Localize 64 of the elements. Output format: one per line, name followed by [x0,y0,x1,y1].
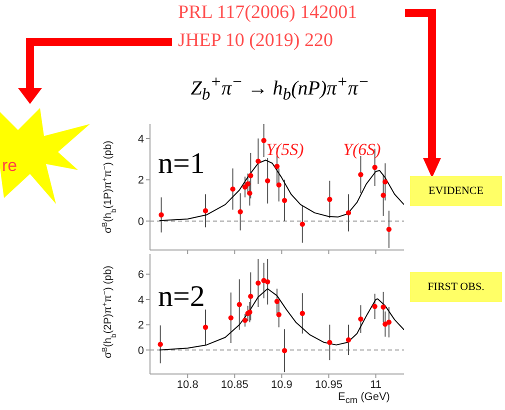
point [264,279,270,284]
annotation: n=2 [158,280,205,314]
point [282,198,288,204]
point [327,196,332,202]
point [380,304,386,310]
point [202,208,208,214]
y-tick-label: 4 [138,133,144,146]
point [386,226,392,232]
point [358,172,364,178]
point [245,181,250,186]
point [276,182,282,188]
point [382,322,388,327]
text: FIRST OBS. [410,272,502,302]
chart-title: Z$_{b}$$^{+}$π$^{−}$ → h$_{b}$(nP)π$^{+}$π$^{−}$ [190,72,370,104]
text: re [2,156,18,176]
point [247,190,252,196]
point [230,186,236,192]
x-tick-label: 10.85 [220,378,248,391]
point [236,302,242,308]
point [358,316,364,322]
point [386,320,392,325]
point [380,192,386,198]
point [274,298,280,304]
annotation: Υ(6S) [343,140,381,160]
annotation: n=1 [158,147,205,181]
x-tick-label: 10.8 [176,378,198,391]
point [261,138,266,144]
point [228,315,234,320]
point [382,179,388,184]
text: EVIDENCE [410,176,502,206]
x-tick-label: 10.95 [314,378,343,391]
point [256,158,261,164]
point [264,178,270,184]
y-tick-label: 2 [138,174,144,187]
point [276,312,282,318]
point [274,164,280,169]
point [372,164,378,170]
point [158,342,163,347]
point [300,310,305,316]
point [282,348,288,354]
text: JHEP 10 (2019) 220 [178,30,333,52]
y-tick-label: 2 [138,320,144,332]
point [346,337,352,342]
y-tick-label: 0 [138,344,144,357]
point [248,173,254,178]
x-axis-title: E$_{cm}$ (GeV) [338,391,390,406]
annotation: Υ(5S) [266,140,304,160]
x-tick-label: 11 [370,378,382,391]
point [248,294,254,299]
point [158,212,164,218]
point [300,222,305,227]
text: PRL 117(2006) 142001 [178,2,358,24]
y-tick-label: 4 [138,294,144,306]
x-tick-label: 10.9 [270,378,292,391]
point [372,304,378,310]
point [242,318,248,323]
point [346,210,352,216]
point [202,324,208,330]
line-series [158,288,404,350]
point [256,280,261,286]
y-tick-label: 0 [138,216,144,228]
point [327,340,332,346]
y-tick-label: 6 [138,269,144,282]
point [238,209,243,214]
